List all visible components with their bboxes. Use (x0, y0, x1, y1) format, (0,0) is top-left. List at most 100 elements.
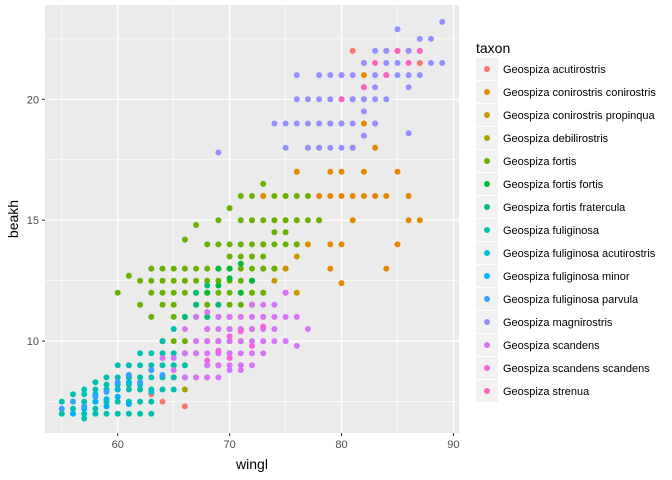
data-point (237, 289, 244, 296)
data-point (349, 217, 356, 224)
data-point (148, 367, 155, 374)
data-point (349, 96, 356, 103)
data-point (226, 205, 233, 212)
data-point (204, 313, 211, 320)
data-point (360, 84, 367, 91)
data-point (372, 84, 379, 91)
data-point (92, 393, 99, 400)
data-point (304, 120, 311, 127)
data-point (383, 96, 390, 103)
data-point (204, 357, 211, 364)
legend-key-dot (484, 365, 490, 371)
data-point (159, 277, 166, 284)
data-point (137, 374, 144, 381)
data-point (237, 193, 244, 199)
data-point (439, 60, 446, 66)
data-point (282, 193, 289, 199)
data-point (338, 280, 345, 287)
data-point (181, 386, 188, 393)
legend-label: Geospiza debilirostris (503, 133, 609, 145)
data-point (226, 355, 233, 361)
data-point (383, 265, 390, 272)
data-point (226, 362, 233, 369)
data-point (125, 401, 132, 407)
data-point (148, 388, 155, 395)
data-point (282, 144, 289, 151)
data-point (170, 265, 177, 272)
data-point (70, 398, 76, 405)
data-point (249, 338, 255, 345)
data-point (181, 313, 188, 320)
data-point (327, 193, 334, 199)
data-point (137, 350, 144, 357)
data-point (148, 265, 155, 272)
data-point (81, 391, 88, 398)
data-point (70, 391, 76, 398)
data-point (137, 379, 144, 386)
legend-key-dot (484, 273, 490, 279)
data-point (372, 72, 379, 79)
data-point (181, 289, 188, 296)
data-point (103, 388, 110, 395)
data-point (226, 265, 233, 272)
data-point (293, 313, 300, 320)
data-point (304, 217, 311, 224)
data-point (81, 403, 88, 410)
data-point (416, 72, 423, 79)
data-point (193, 222, 200, 228)
data-point (237, 253, 244, 260)
data-point (81, 386, 88, 393)
data-point (383, 72, 390, 79)
data-point (226, 275, 233, 282)
data-point (327, 265, 334, 272)
data-point (181, 362, 188, 369)
data-point (372, 144, 379, 151)
legend-label: Geospiza fuliginosa acutirostris (503, 248, 656, 260)
data-point (92, 386, 99, 393)
data-point (394, 26, 401, 33)
data-point (215, 241, 222, 248)
data-point (249, 289, 255, 296)
legend-label: Geospiza magnirostris (503, 317, 613, 329)
data-point (271, 241, 278, 248)
data-point (360, 60, 367, 66)
data-point (193, 350, 200, 357)
x-tick-label: 90 (447, 439, 459, 451)
data-point (215, 347, 222, 354)
data-point (282, 229, 289, 236)
data-point (193, 338, 200, 345)
data-point (260, 265, 267, 272)
data-point (271, 265, 278, 272)
data-point (103, 403, 110, 410)
data-point (260, 301, 267, 308)
data-point (137, 398, 144, 405)
data-point (405, 60, 412, 66)
data-point (114, 398, 121, 405)
data-point (405, 217, 412, 224)
data-point (204, 277, 211, 284)
data-point (416, 47, 423, 54)
data-point (260, 289, 267, 296)
data-point (338, 120, 345, 127)
data-point (226, 313, 233, 320)
data-point (114, 386, 121, 393)
legend-label: Geospiza fortis (503, 156, 577, 168)
data-point (181, 277, 188, 284)
data-point (316, 120, 323, 127)
data-point (114, 393, 121, 400)
data-point (204, 289, 211, 296)
data-point (304, 96, 311, 103)
data-point (237, 241, 244, 248)
data-point (103, 410, 110, 417)
data-point (282, 217, 289, 224)
data-point (383, 60, 390, 66)
data-point (170, 355, 177, 361)
data-point (170, 313, 177, 320)
data-point (237, 338, 244, 345)
data-point (170, 386, 177, 393)
data-point (282, 265, 289, 272)
data-point (193, 313, 200, 320)
legend-key-dot (484, 388, 490, 394)
data-point (70, 410, 76, 417)
data-point (405, 130, 412, 137)
